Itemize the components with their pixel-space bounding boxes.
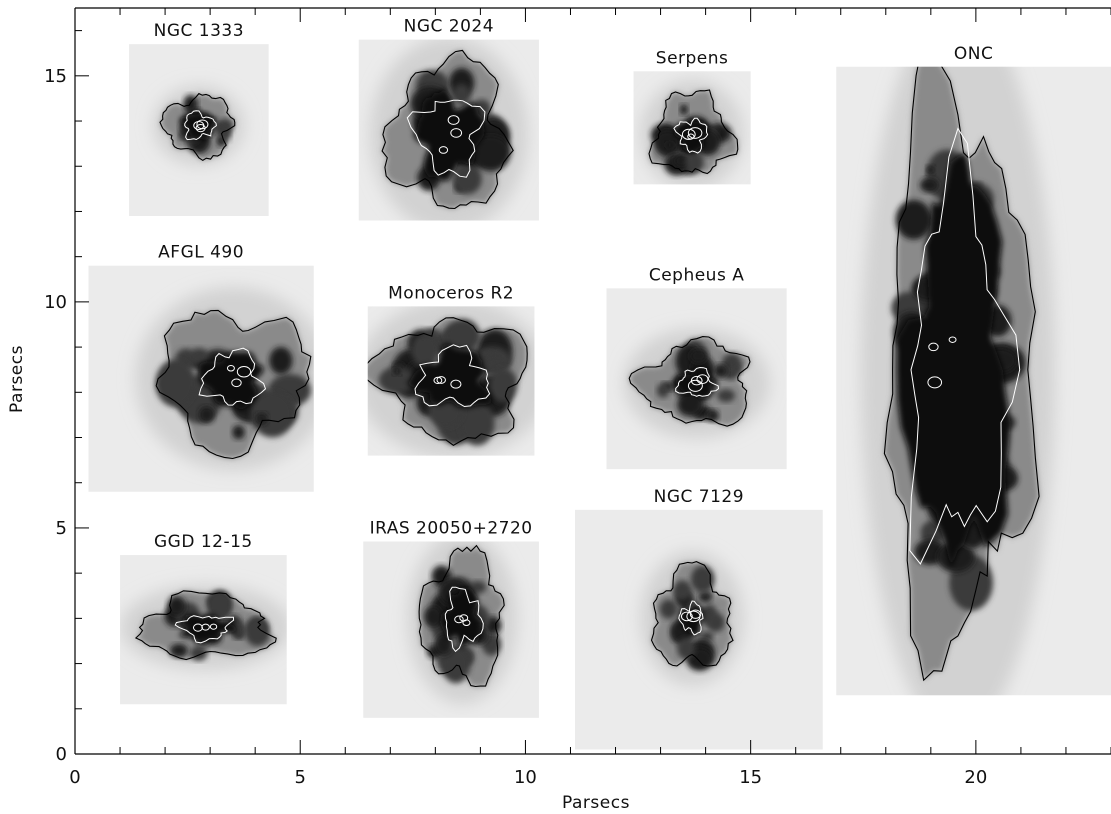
panel-layer: NGC 1333 NGC 2024 Serpens ONC AFGL 490 Monoce… <box>88 17 1111 750</box>
panel-label: Serpens <box>656 48 729 68</box>
outer-contour <box>648 89 739 175</box>
inner-contour <box>909 127 1021 565</box>
inner-contour <box>673 117 709 154</box>
panel-label: Cepheus A <box>649 265 745 285</box>
inner-contour <box>174 615 235 644</box>
panel-serpens: Serpens <box>633 48 751 185</box>
panel-label: NGC 2024 <box>404 17 494 37</box>
x-tick-label: 20 <box>964 767 987 788</box>
x-axis-label: Parsecs <box>562 793 630 813</box>
panel-monoceros-r2: Monoceros R2 <box>367 283 535 456</box>
panel-ngc-1333: NGC 1333 <box>129 21 269 216</box>
outer-contour <box>159 92 236 162</box>
y-tick-label: 0 <box>56 744 67 765</box>
inner-contour <box>678 600 704 636</box>
outer-contour <box>628 336 751 427</box>
y-tick-label: 10 <box>44 292 67 313</box>
outer-contour <box>418 544 505 688</box>
inner-contour <box>198 347 267 406</box>
panel-label: GGD 12-15 <box>154 532 253 552</box>
inner-contour <box>406 99 486 178</box>
outer-contour <box>134 590 277 661</box>
panel-ngc-2024: NGC 2024 <box>358 17 539 221</box>
panel-ggd-12-15: GGD 12-15 <box>120 532 287 705</box>
panel-label: AFGL 490 <box>158 243 244 263</box>
panel-label: ONC <box>954 44 993 64</box>
inner-contour <box>444 586 484 653</box>
panel-ngc-7129: NGC 7129 <box>574 487 823 750</box>
outer-contour <box>883 66 1040 682</box>
inner-contour <box>414 344 491 408</box>
inner-contour <box>675 366 720 397</box>
panel-cepheus-a: Cepheus A <box>606 265 787 470</box>
outer-contour <box>367 317 528 446</box>
y-axis-label: Parsecs <box>7 345 27 413</box>
outer-contour <box>381 49 514 210</box>
panel-label: NGC 7129 <box>654 487 744 507</box>
panel-label: NGC 1333 <box>154 21 244 41</box>
inner-contour <box>184 110 217 141</box>
y-tick-label: 15 <box>44 66 67 87</box>
x-tick-label: 10 <box>514 767 537 788</box>
panel-iras-20050-2720: IRAS 20050+2720 <box>363 519 539 718</box>
x-tick-label: 0 <box>69 767 80 788</box>
outer-contour <box>155 309 312 460</box>
x-tick-label: 15 <box>739 767 762 788</box>
panel-label: Monoceros R2 <box>388 283 514 303</box>
panel-onc: ONC <box>836 44 1111 696</box>
panel-label: IRAS 20050+2720 <box>370 519 533 539</box>
panel-afgl-490: AFGL 490 <box>88 243 314 492</box>
y-tick-label: 5 <box>56 518 67 539</box>
axes: 0 5 10 15 20 0 5 10 15 <box>44 7 1111 788</box>
outer-contour <box>650 561 734 667</box>
x-tick-label: 5 <box>294 767 305 788</box>
